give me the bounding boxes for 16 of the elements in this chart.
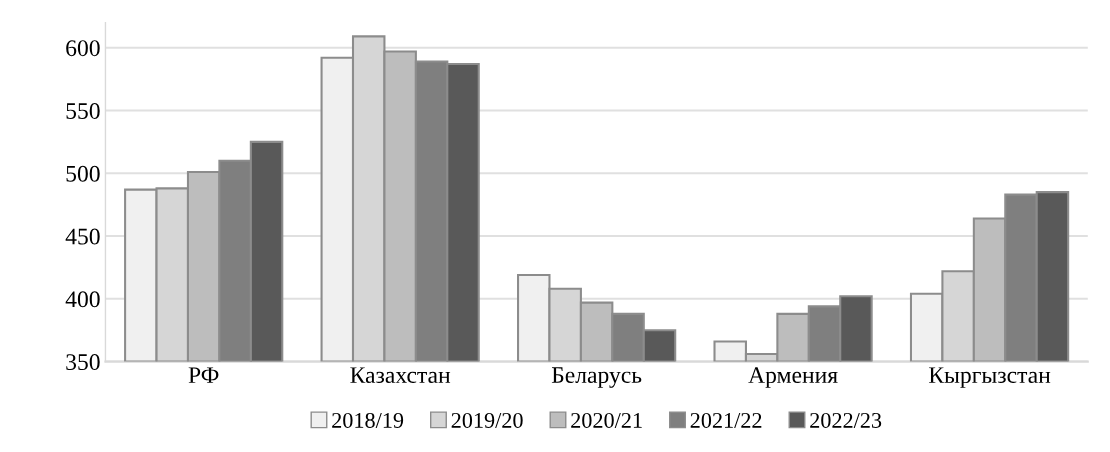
x-tick-label: Казахстан [350,367,451,384]
y-tick-label: 600 [66,40,100,57]
legend-label: 2021/22 [690,412,762,428]
x-tick-label: РФ [188,367,219,383]
y-tick-label: 400 [65,291,100,308]
y-tick-label: 450 [65,228,100,245]
x-tick-label: Армения [748,367,838,388]
x-tick-label: Кыргызстан [928,367,1051,388]
x-tick-label: Беларусь [551,367,642,388]
legend-label: 2020/21 [571,412,642,428]
legend-label: 2022/23 [810,412,882,428]
legend-label: 2019/20 [451,412,523,428]
y-tick-label: 350 [66,354,100,371]
y-tick-label: 500 [66,165,100,182]
legend-label: 2018/19 [332,412,404,428]
y-tick-label: 550 [66,102,100,119]
